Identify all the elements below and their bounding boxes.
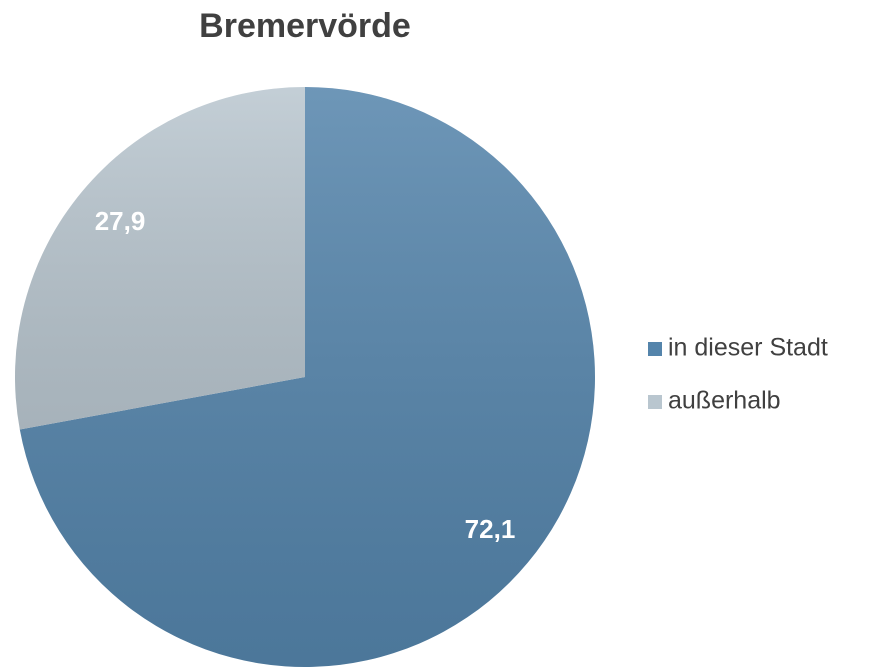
- data-label: 27,9: [95, 206, 146, 236]
- legend-swatch: [648, 342, 662, 356]
- chart-title: Bremervörde: [199, 7, 411, 45]
- slice-shade: [14, 87, 305, 430]
- slice-shade: [19, 87, 595, 667]
- data-label: 72,1: [465, 514, 516, 544]
- legend-swatch: [648, 395, 662, 409]
- legend-label: in dieser Stadt: [668, 334, 828, 362]
- legend-label: außerhalb: [668, 387, 781, 415]
